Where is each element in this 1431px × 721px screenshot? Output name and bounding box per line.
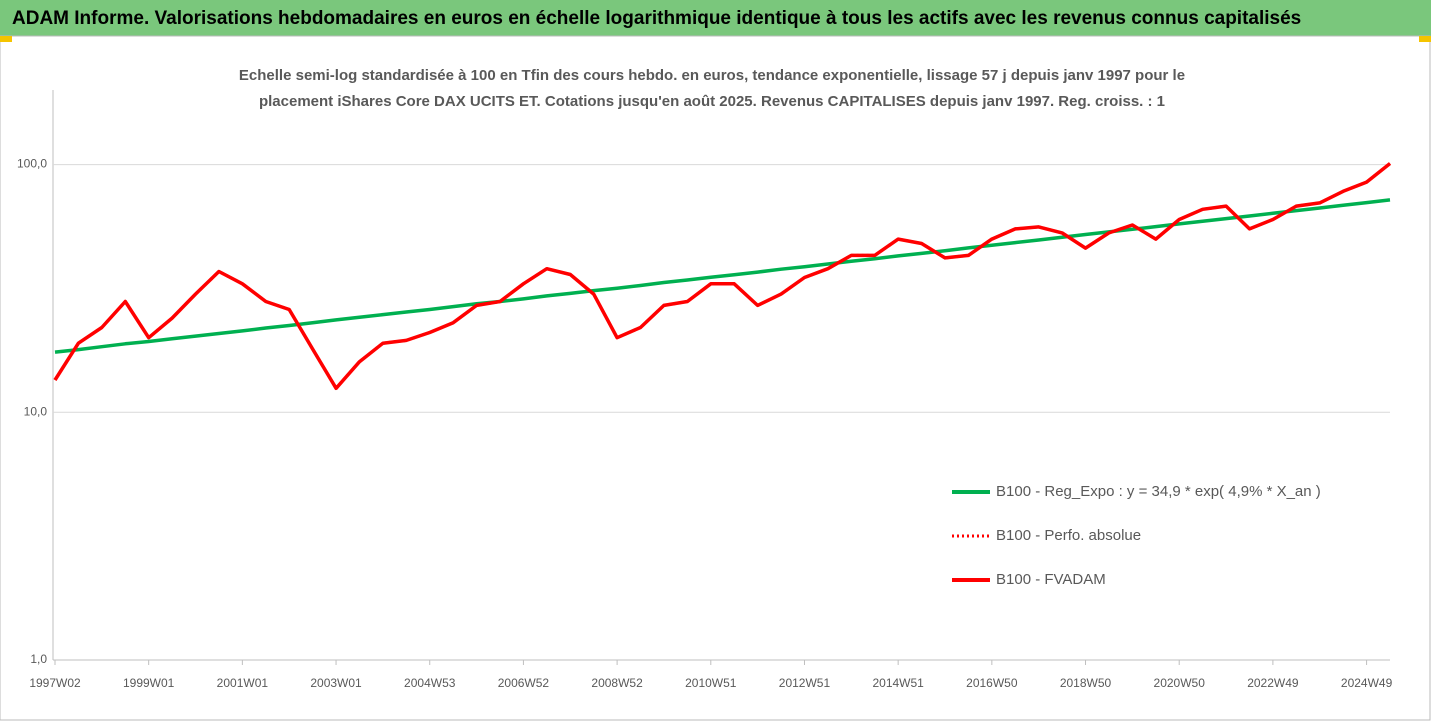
header-band [0,0,1431,36]
corner [1419,36,1431,42]
y-tick-label: 1,0 [30,652,47,666]
x-tick-label: 1999W01 [123,676,175,690]
x-tick-label: 2003W01 [310,676,362,690]
x-tick-label: 2016W50 [966,676,1018,690]
x-tick-label: 2022W49 [1247,676,1299,690]
y-tick-label: 10,0 [24,404,48,418]
chart-title: ADAM Informe. Valorisations hebdomadaire… [12,8,1301,29]
x-tick-label: 2014W51 [872,676,924,690]
x-tick-label: 2020W50 [1154,676,1206,690]
corner [0,36,12,42]
series-line [53,162,1392,391]
x-tick-label: 2001W01 [217,676,269,690]
subtitle: Echelle semi-log standardisée à 100 en T… [239,67,1185,84]
y-tick-label: 100,0 [17,157,47,171]
x-tick-label: 1997W02 [29,676,81,690]
frame [0,35,1431,721]
subtitle: placement iShares Core DAX UCITS ET. Cot… [259,93,1165,110]
legend-label: B100 - Reg_Expo : y = 34,9 * exp( 4,9% *… [996,483,1321,500]
legend-label: B100 - Perfo. absolue [996,527,1141,544]
legend-label: B100 - FVADAM [996,571,1106,588]
series-line [54,198,1391,354]
x-tick-label: 2010W51 [685,676,737,690]
x-tick-label: 2012W51 [779,676,831,690]
x-tick-label: 2008W52 [591,676,643,690]
x-tick-label: 2006W52 [498,676,550,690]
x-tick-label: 2024W49 [1341,676,1393,690]
x-tick-label: 2004W53 [404,676,456,690]
x-tick-label: 2018W50 [1060,676,1112,690]
